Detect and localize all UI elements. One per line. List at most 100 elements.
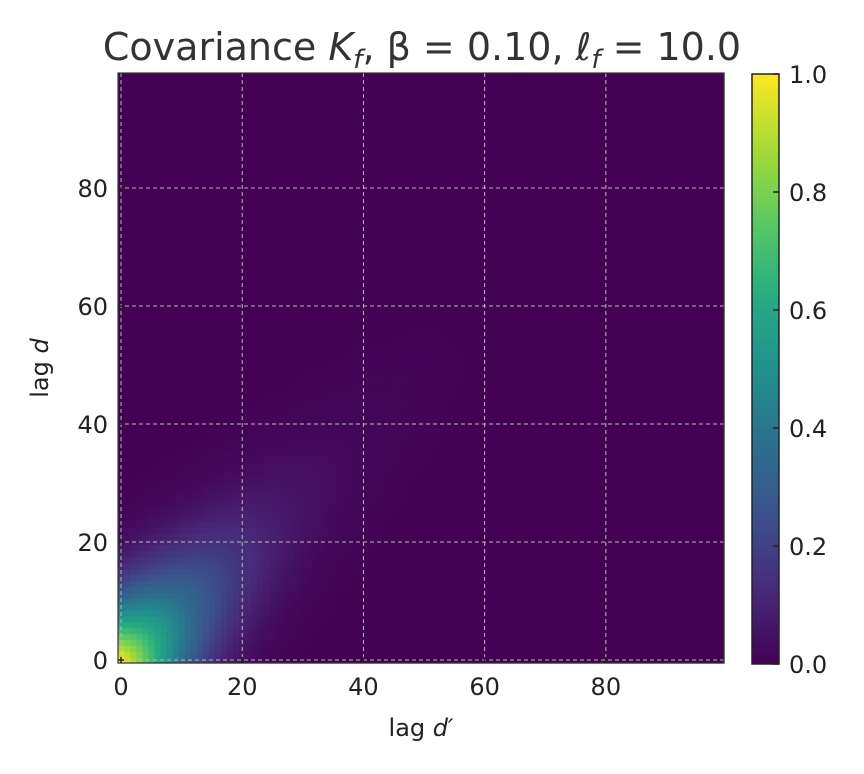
heatmap-cell	[524, 438, 531, 446]
heatmap-cell	[269, 474, 277, 481]
heatmap-cell	[154, 550, 162, 558]
heatmap-cell	[590, 550, 598, 558]
heatmap-cell	[330, 491, 337, 499]
heatmap-cell	[269, 574, 277, 581]
heatmap-cell	[445, 550, 452, 558]
heatmap-cell	[136, 509, 143, 517]
heatmap-cell	[669, 639, 677, 646]
heatmap-cell	[511, 651, 519, 658]
heatmap-cell	[130, 474, 137, 481]
heatmap-cell	[342, 438, 349, 446]
heatmap-cell	[221, 527, 228, 534]
heatmap-cell	[360, 515, 368, 522]
heatmap-cell	[469, 415, 477, 422]
heatmap-cell	[614, 403, 622, 410]
heatmap-cell	[645, 450, 652, 458]
heatmap-cell	[311, 480, 319, 487]
heatmap-cell	[608, 450, 616, 458]
heatmap-cell	[645, 486, 652, 493]
heatmap-cell	[281, 527, 289, 534]
heatmap-cell	[663, 497, 671, 505]
heatmap-cell	[166, 509, 174, 517]
heatmap-cell	[421, 515, 428, 522]
heatmap-cell	[184, 421, 192, 428]
heatmap-cell	[136, 397, 143, 404]
heatmap-cell	[221, 379, 228, 387]
heatmap-cell	[275, 645, 283, 652]
heatmap-cell	[633, 397, 640, 404]
heatmap-cell	[627, 562, 634, 570]
heatmap-cell	[421, 409, 428, 416]
heatmap-cell	[675, 651, 683, 658]
heatmap-cell	[669, 515, 677, 522]
heatmap-cell	[233, 391, 240, 399]
heatmap-cell	[342, 598, 349, 605]
heatmap-cell	[578, 427, 586, 434]
heatmap-cell	[711, 598, 719, 605]
heatmap-cell	[687, 556, 695, 564]
heatmap-cell	[499, 497, 507, 505]
heatmap-cell	[699, 456, 707, 463]
heatmap-cell	[263, 550, 271, 558]
heatmap-cell	[154, 556, 162, 564]
heatmap-cell	[311, 580, 319, 587]
heatmap-cell	[487, 486, 495, 493]
heatmap-cell	[342, 604, 349, 611]
heatmap-cell	[566, 509, 574, 517]
heatmap-cell	[160, 515, 168, 522]
heatmap-cell	[299, 397, 307, 404]
heatmap-cell	[542, 586, 549, 593]
heatmap-cell	[227, 438, 234, 446]
heatmap-cell	[596, 368, 604, 375]
heatmap-cell	[390, 379, 398, 387]
heatmap-cell	[263, 444, 271, 452]
heatmap-cell	[596, 421, 604, 428]
heatmap-cell	[275, 503, 283, 511]
heatmap-cell	[354, 509, 361, 517]
heatmap-cell	[517, 373, 525, 381]
heatmap-cell	[336, 521, 343, 528]
heatmap-cell	[711, 491, 719, 499]
heatmap-cell	[669, 403, 677, 410]
heatmap-cell	[451, 497, 458, 505]
heatmap-cell	[645, 444, 652, 452]
heatmap-cell	[190, 373, 198, 381]
heatmap-cell	[330, 379, 337, 387]
heatmap-cell	[463, 574, 471, 581]
heatmap-cell	[324, 509, 331, 517]
heatmap-cell	[693, 592, 701, 599]
heatmap-cell	[396, 598, 404, 605]
heatmap-cell	[536, 556, 543, 564]
heatmap-cell	[421, 486, 428, 493]
heatmap-cell	[548, 468, 555, 475]
heatmap-cell	[566, 468, 574, 475]
heatmap-cell	[645, 568, 652, 576]
heatmap-cell	[275, 385, 283, 393]
heatmap-cell	[584, 651, 592, 658]
heatmap-cell	[287, 533, 295, 540]
heatmap-cell	[427, 533, 434, 540]
heatmap-cell	[493, 604, 501, 611]
heatmap-cell	[633, 621, 640, 629]
heatmap-cell	[148, 491, 155, 499]
heatmap-cell	[608, 409, 616, 416]
heatmap-cell	[536, 550, 543, 558]
heatmap-cell	[257, 592, 265, 599]
heatmap-cell	[184, 409, 192, 416]
heatmap-cell	[124, 568, 131, 576]
heatmap-cell	[560, 568, 568, 576]
heatmap-cell	[633, 385, 640, 393]
heatmap-cell	[651, 391, 658, 399]
heatmap-cell	[130, 574, 137, 581]
heatmap-cell	[196, 385, 204, 393]
heatmap-cell	[445, 444, 452, 452]
heatmap-cell	[663, 598, 671, 605]
heatmap-cell	[584, 574, 592, 581]
heatmap-cell	[348, 403, 355, 410]
heatmap-cell	[142, 403, 149, 410]
heatmap-cell	[469, 403, 477, 410]
heatmap-cell	[590, 639, 598, 646]
heatmap-cell	[227, 432, 234, 440]
heatmap-cell	[251, 474, 258, 481]
heatmap-cell	[293, 462, 301, 469]
